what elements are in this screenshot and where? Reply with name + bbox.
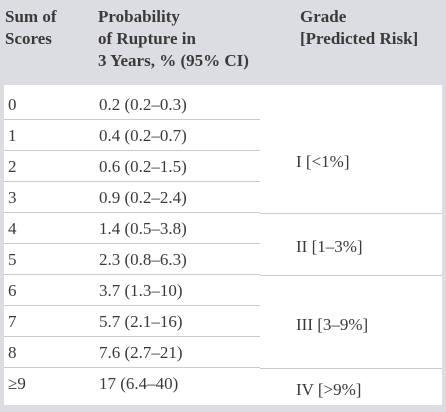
table-body: 0 0.2 (0.2–0.3) 1 0.4 (0.2–0.7) 2 0.6 (0… [4,85,442,405]
probability-cell: 0.2 (0.2–0.3) [99,95,187,114]
table-row: 1 0.4 (0.2–0.7) [4,120,260,151]
probability-cell: 1.4 (0.5–3.8) [99,219,187,238]
score-cell: 0 [8,95,17,114]
probability-cell: 3.7 (1.3–10) [99,281,183,300]
grade-cell: IV [>9%] [296,380,362,399]
score-cell: 1 [8,126,17,145]
grade-cell: II [1–3%] [296,237,363,256]
header-probability: Probability of Rupture in 3 Years, % (95… [98,7,249,70]
score-cell: ≥9 [8,374,26,393]
probability-cell: 0.9 (0.2–2.4) [99,188,187,207]
probability-cell: 17 (6.4–40) [99,374,179,393]
table-row: 0 0.2 (0.2–0.3) [4,89,260,120]
grade-divider [260,213,442,214]
table-header: Sum of Scores Probability of Rupture in … [0,0,446,85]
table-row: 8 7.6 (2.7–21) [4,337,260,368]
score-cell: 4 [8,219,17,238]
probability-cell: 0.6 (0.2–1.5) [99,157,187,176]
score-cell: 3 [8,188,17,207]
probability-cell: 0.4 (0.2–0.7) [99,126,187,145]
table-row: 6 3.7 (1.3–10) [4,275,260,306]
table-row: 2 0.6 (0.2–1.5) [4,151,260,182]
score-cell: 6 [8,281,17,300]
header-grade: Grade [Predicted Risk] [300,7,419,48]
score-cell: 8 [8,343,17,362]
score-cell: 2 [8,157,17,176]
grade-divider [260,275,442,276]
table-row: 5 2.3 (0.8–6.3) [4,244,260,275]
probability-cell: 7.6 (2.7–21) [99,343,183,362]
table-row: 3 0.9 (0.2–2.4) [4,182,260,213]
grade-cell: I [<1%] [296,152,350,171]
probability-cell: 2.3 (0.8–6.3) [99,250,187,269]
header-sum-of-scores: Sum of Scores [5,7,57,48]
table-row: 7 5.7 (2.1–16) [4,306,260,337]
grade-cell: III [3–9%] [296,315,369,334]
table-row: 4 1.4 (0.5–3.8) [4,213,260,244]
table-row: ≥9 17 (6.4–40) [4,368,260,399]
grade-divider [260,368,442,369]
probability-cell: 5.7 (2.1–16) [99,312,183,331]
score-cell: 7 [8,312,17,331]
score-cell: 5 [8,250,17,269]
